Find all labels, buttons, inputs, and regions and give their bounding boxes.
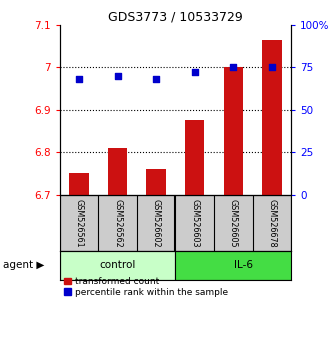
Text: GSM526561: GSM526561 (74, 199, 83, 247)
Text: GSM526605: GSM526605 (229, 199, 238, 247)
Text: GSM526603: GSM526603 (190, 199, 199, 247)
Text: agent ▶: agent ▶ (3, 261, 45, 270)
Bar (175, 251, 330, 280)
Text: GSM526562: GSM526562 (113, 199, 122, 247)
Text: GSM526678: GSM526678 (267, 199, 276, 247)
Text: GSM526602: GSM526602 (152, 199, 161, 247)
Bar (224, 67, 243, 195)
Bar (60, 251, 175, 280)
Bar (262, 40, 282, 195)
Text: control: control (99, 261, 136, 270)
Title: GDS3773 / 10533729: GDS3773 / 10533729 (108, 11, 243, 24)
Bar (69, 173, 88, 195)
Bar (146, 169, 166, 195)
Point (115, 73, 120, 79)
Text: IL-6: IL-6 (233, 261, 253, 270)
Point (231, 64, 236, 70)
Point (76, 76, 81, 82)
Legend: transformed count, percentile rank within the sample: transformed count, percentile rank withi… (64, 277, 228, 297)
Bar (108, 148, 127, 195)
Bar (185, 120, 204, 195)
Point (269, 64, 275, 70)
Point (192, 69, 197, 75)
Point (154, 76, 159, 82)
